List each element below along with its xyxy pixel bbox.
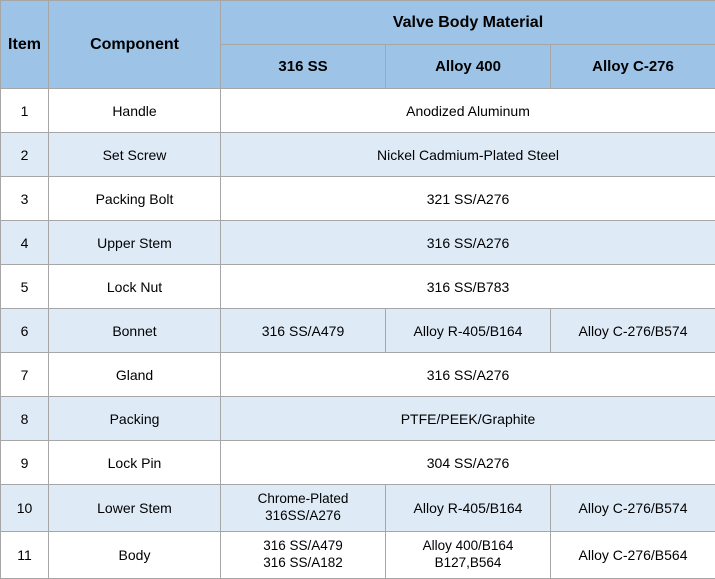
cell-item: 1 xyxy=(1,89,49,133)
header-alloyc276: Alloy C-276 xyxy=(551,45,715,89)
cell-item: 3 xyxy=(1,177,49,221)
cell-material: Nickel Cadmium-Plated Steel xyxy=(221,133,715,177)
header-valve-body: Valve Body Material xyxy=(221,1,715,45)
cell-material: PTFE/PEEK/Graphite xyxy=(221,397,715,441)
table-row: 7Gland316 SS/A276 xyxy=(1,353,715,397)
table-row: 3Packing Bolt321 SS/A276 xyxy=(1,177,715,221)
table-row: 8PackingPTFE/PEEK/Graphite xyxy=(1,397,715,441)
cell-component: Body xyxy=(49,531,221,578)
cell-component: Set Screw xyxy=(49,133,221,177)
cell-item: 4 xyxy=(1,221,49,265)
table-row: 5Lock Nut316 SS/B783 xyxy=(1,265,715,309)
cell-material: Anodized Aluminum xyxy=(221,89,715,133)
cell-component: Lock Nut xyxy=(49,265,221,309)
cell-material: 316 SS/A479 xyxy=(221,309,386,353)
cell-item: 2 xyxy=(1,133,49,177)
cell-material: 316 SS/A479316 SS/A182 xyxy=(221,531,386,578)
cell-material: Alloy R-405/B164 xyxy=(386,309,551,353)
table-row: 10Lower StemChrome-Plated316SS/A276Alloy… xyxy=(1,485,715,532)
materials-table: Item Component Valve Body Material 316 S… xyxy=(0,0,715,579)
cell-item: 6 xyxy=(1,309,49,353)
cell-component: Lock Pin xyxy=(49,441,221,485)
cell-component: Bonnet xyxy=(49,309,221,353)
table-row: 9Lock Pin304 SS/A276 xyxy=(1,441,715,485)
cell-component: Lower Stem xyxy=(49,485,221,532)
header-316ss: 316 SS xyxy=(221,45,386,89)
cell-item: 9 xyxy=(1,441,49,485)
table-row: 1HandleAnodized Aluminum xyxy=(1,89,715,133)
cell-component: Gland xyxy=(49,353,221,397)
table-row: 4Upper Stem316 SS/A276 xyxy=(1,221,715,265)
table-row: 2Set ScrewNickel Cadmium-Plated Steel xyxy=(1,133,715,177)
cell-item: 11 xyxy=(1,531,49,578)
cell-material: 316 SS/B783 xyxy=(221,265,715,309)
cell-component: Packing xyxy=(49,397,221,441)
table-body: 1HandleAnodized Aluminum2Set ScrewNickel… xyxy=(1,89,715,579)
cell-item: 10 xyxy=(1,485,49,532)
cell-material: 304 SS/A276 xyxy=(221,441,715,485)
cell-material: Alloy C-276/B564 xyxy=(551,531,715,578)
cell-material: Alloy C-276/B574 xyxy=(551,309,715,353)
cell-material: Alloy R-405/B164 xyxy=(386,485,551,532)
cell-material: Chrome-Plated316SS/A276 xyxy=(221,485,386,532)
cell-material: 321 SS/A276 xyxy=(221,177,715,221)
table-row: 6Bonnet316 SS/A479Alloy R-405/B164Alloy … xyxy=(1,309,715,353)
header-component: Component xyxy=(49,1,221,89)
cell-item: 5 xyxy=(1,265,49,309)
header-alloy400: Alloy 400 xyxy=(386,45,551,89)
cell-component: Packing Bolt xyxy=(49,177,221,221)
cell-material: Alloy C-276/B574 xyxy=(551,485,715,532)
cell-material: 316 SS/A276 xyxy=(221,353,715,397)
cell-item: 8 xyxy=(1,397,49,441)
cell-item: 7 xyxy=(1,353,49,397)
cell-component: Handle xyxy=(49,89,221,133)
cell-component: Upper Stem xyxy=(49,221,221,265)
header-item: Item xyxy=(1,1,49,89)
cell-material: 316 SS/A276 xyxy=(221,221,715,265)
cell-material: Alloy 400/B164B127,B564 xyxy=(386,531,551,578)
table-row: 11Body316 SS/A479316 SS/A182Alloy 400/B1… xyxy=(1,531,715,578)
